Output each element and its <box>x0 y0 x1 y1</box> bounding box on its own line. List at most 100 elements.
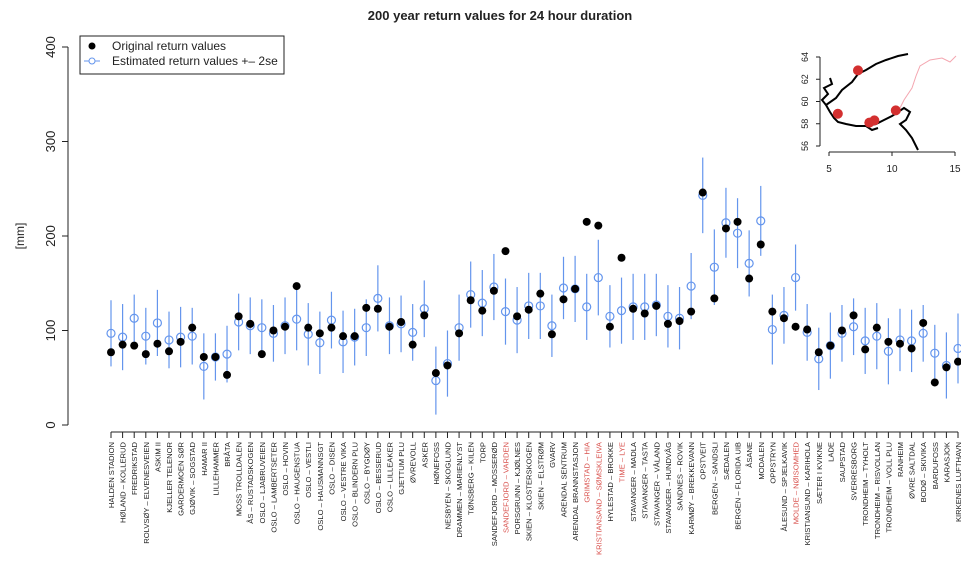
original-point <box>895 339 904 348</box>
original-point <box>489 286 498 295</box>
x-tick-label: ÅS – RUSTADSKOGEN <box>246 442 255 524</box>
estimated-point <box>535 301 545 311</box>
x-tick-label: MODALEN <box>757 442 766 480</box>
estimated-point <box>106 328 116 338</box>
original-point <box>849 311 858 320</box>
original-point <box>420 311 429 320</box>
x-tick-label: HYLESTAD – BROKKE <box>606 442 615 522</box>
original-point <box>884 337 893 346</box>
x-tick-label: OSLO – HAUSMANNSGT <box>316 442 325 531</box>
estimated-point <box>164 335 174 345</box>
x-tick-label: KRISTIANSAND – SØMSKLEIVA <box>594 441 603 555</box>
legend-marker <box>88 42 96 50</box>
original-point <box>814 348 823 357</box>
original-point <box>141 350 150 359</box>
estimated-point <box>686 281 696 291</box>
original-point <box>107 348 115 357</box>
original-point <box>745 274 754 283</box>
map-y-tick-label: 60 <box>800 96 810 106</box>
x-tick-label: SÆDALEN <box>722 442 731 480</box>
estimated-point <box>756 216 766 226</box>
original-point <box>582 217 591 226</box>
original-point <box>687 307 696 316</box>
x-tick-label: KIRKENES LUFTHAVN <box>954 442 961 522</box>
estimated-point <box>141 331 151 341</box>
estimated-point <box>257 323 267 333</box>
y-tick-label: 100 <box>43 320 58 342</box>
estimated-point <box>547 321 557 331</box>
estimated-point <box>408 327 418 337</box>
x-tick-label: OSLO – LILLEAKER <box>385 441 394 512</box>
x-tick-label: KARASJOK <box>942 442 951 483</box>
x-tick-label: OSLO – HOVIN <box>281 442 290 496</box>
original-point <box>211 352 220 361</box>
original-point <box>698 188 707 197</box>
x-tick-label: GVARV <box>548 441 557 468</box>
x-tick-label: BODØ – SKIVIKA <box>919 441 928 502</box>
original-point <box>339 332 348 341</box>
x-tick-label: PORSGRUNN – KJØLNES <box>513 442 522 534</box>
original-point <box>536 289 545 298</box>
x-tick-label: KRISTIANSUND – KARIHOLA <box>803 441 812 545</box>
legend-label: Estimated return values +– 2se <box>112 54 278 68</box>
original-point <box>779 314 788 323</box>
x-tick-label: SÆTER I KVIKNE <box>815 442 824 504</box>
estimated-point <box>373 293 383 303</box>
original-point <box>675 317 684 326</box>
x-tick-label: OSLO – HAUGENSTUA <box>293 441 302 524</box>
x-tick-label: SAUPSTAD <box>838 441 847 482</box>
x-tick-label: FREDRIKSTAD <box>130 441 139 495</box>
original-point <box>663 319 672 328</box>
estimated-point <box>848 322 859 332</box>
estimated-point <box>790 272 801 283</box>
original-point <box>617 253 626 262</box>
x-tick-label: ASKER <box>420 441 429 467</box>
x-tick-label: MOLDE – NØISOMHED <box>792 441 801 524</box>
x-tick-label: TRONDHEIM – TYHOLT <box>861 442 870 526</box>
x-tick-label: ØVREVOLL <box>409 442 418 483</box>
x-tick-label: KARMØY – BREKKEVANN <box>687 442 696 535</box>
y-tick-label: 400 <box>43 36 58 58</box>
legend-label: Original return values <box>112 39 226 53</box>
map-y-tick-label: 56 <box>800 141 810 151</box>
x-tick-label: GJØVIK – SOGSTAD <box>188 441 197 514</box>
original-point <box>130 341 139 350</box>
estimated-point <box>616 306 627 316</box>
original-point <box>223 370 232 379</box>
estimated-point <box>500 307 511 317</box>
original-point <box>408 340 417 349</box>
original-point <box>524 305 533 314</box>
original-point <box>791 322 800 331</box>
x-tick-label: BARDUFOSS <box>931 442 940 489</box>
x-tick-label: ÅLESUND – SPJELKAVIK <box>780 442 789 531</box>
x-tick-label: OSLO – LJABRUVEIEN <box>258 442 267 523</box>
original-point <box>246 319 255 328</box>
inset-map <box>819 53 957 153</box>
original-point <box>153 339 162 348</box>
original-point <box>826 341 835 350</box>
original-point <box>605 322 614 331</box>
x-tick-label: HALDEN STADION <box>107 442 116 508</box>
original-point <box>513 312 522 321</box>
original-point <box>165 347 174 356</box>
original-point <box>478 306 487 315</box>
original-point <box>640 309 649 318</box>
original-point <box>629 304 638 313</box>
estimated-point <box>918 328 928 338</box>
estimated-point <box>605 311 615 321</box>
original-point <box>466 296 475 305</box>
original-point <box>373 304 382 313</box>
x-tick-label: TRONDHEIM – RISVOLLAN <box>873 442 882 539</box>
x-tick-label: GARDERMOEN SØR <box>177 441 186 515</box>
x-tick-label: STAVANGER – MADLA <box>629 441 638 522</box>
estimated-point <box>872 331 882 341</box>
y-axis-label: [mm] <box>13 223 27 250</box>
estimated-point <box>767 324 777 335</box>
x-tick-label: LADE <box>826 442 835 462</box>
x-tick-label: SANDEFJORD – VARDEN <box>501 442 510 533</box>
original-point <box>571 284 580 293</box>
legend-marker <box>88 57 96 65</box>
original-point <box>188 323 197 332</box>
estimated-point <box>222 349 232 359</box>
